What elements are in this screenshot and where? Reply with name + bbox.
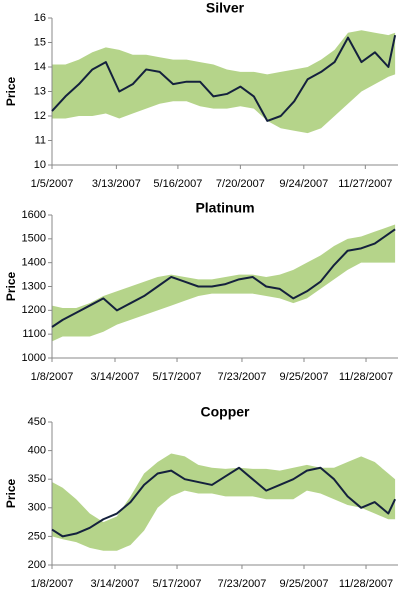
x-tick-label: 5/17/2007 <box>153 578 202 590</box>
y-tick-label: 400 <box>28 445 46 457</box>
y-tick-label: 11 <box>35 134 46 146</box>
x-tick-label: 7/23/2007 <box>217 371 266 383</box>
line-series <box>51 466 396 538</box>
x-tick-label: 11/28/2007 <box>339 371 393 383</box>
y-tick-label: 1400 <box>22 257 46 269</box>
y-tick-label: 1000 <box>22 352 46 364</box>
y-tick-label: 16 <box>34 12 46 24</box>
y-tick-label: 10 <box>34 159 46 171</box>
x-tick-label: 9/25/2007 <box>280 371 329 383</box>
line-series <box>51 34 397 122</box>
y-tick-label: 15 <box>34 36 46 48</box>
band <box>52 224 396 342</box>
x-tick-label: 9/25/2007 <box>280 578 329 590</box>
chart-title: Copper <box>201 404 251 420</box>
x-tick-label: 5/17/2007 <box>153 371 202 383</box>
x-tick-label: 3/14/2007 <box>91 578 140 590</box>
y-tick-label: 13 <box>34 85 46 97</box>
x-tick-label: 9/24/2007 <box>279 178 328 190</box>
y-tick-label: 12 <box>34 110 46 122</box>
x-tick-label: 5/16/2007 <box>153 178 202 190</box>
y-tick-label: 1100 <box>22 328 46 340</box>
y-tick-label: 450 <box>28 416 46 428</box>
band <box>52 30 396 134</box>
y-tick-label: 1300 <box>22 280 46 292</box>
y-tick-label: 300 <box>28 502 46 514</box>
x-tick-label: 7/23/2007 <box>217 578 266 590</box>
y-tick-label: 1500 <box>22 233 46 245</box>
x-tick-label: 1/8/2007 <box>31 371 74 383</box>
y-axis-label: Price <box>4 76 18 106</box>
y-tick-label: 250 <box>28 530 46 542</box>
x-tick-label: 3/13/2007 <box>92 178 141 190</box>
x-tick-label: 7/20/2007 <box>216 178 265 190</box>
y-axis-label: Price <box>4 271 18 301</box>
x-tick-label: 11/28/2007 <box>339 578 393 590</box>
y-tick-label: 350 <box>28 473 46 485</box>
y-tick-label: 1600 <box>22 209 46 221</box>
y-axis-label: Price <box>4 478 18 508</box>
chart-title: Platinum <box>195 200 254 216</box>
band <box>52 453 396 551</box>
y-tick-label: 14 <box>34 61 46 73</box>
x-tick-label: 1/5/2007 <box>31 178 74 190</box>
chart-title: Silver <box>206 0 245 16</box>
y-tick-label: 1200 <box>22 304 46 316</box>
x-tick-label: 3/14/2007 <box>91 371 140 383</box>
line-series <box>51 228 396 328</box>
x-tick-label: 11/27/2007 <box>338 178 392 190</box>
y-tick-label: 200 <box>28 559 46 571</box>
x-tick-label: 1/8/2007 <box>31 578 74 590</box>
